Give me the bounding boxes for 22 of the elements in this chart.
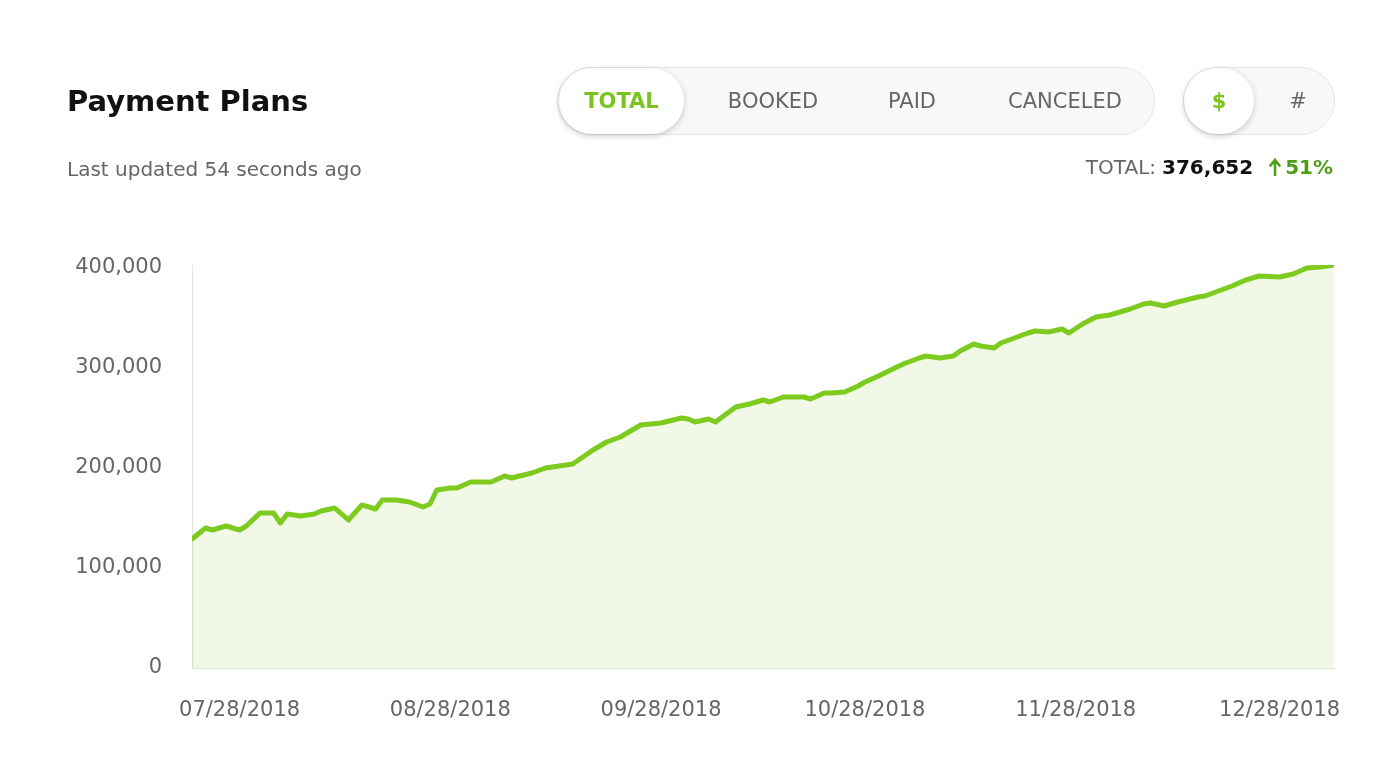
x-tick-label: 09/28/2018	[600, 697, 722, 722]
y-tick-label: 300,000	[75, 354, 162, 379]
text: 376,652	[1162, 155, 1254, 179]
y-tick-label: 400,000	[75, 254, 162, 279]
x-tick-label: 10/28/2018	[804, 697, 926, 722]
x-tick-label: 11/28/2018	[1015, 697, 1137, 722]
y-tick-label: 100,000	[75, 554, 162, 579]
chart-title: Payment Plans	[67, 83, 309, 120]
tab: BOOKED	[708, 68, 838, 134]
toggle-option: #	[1268, 68, 1328, 134]
y-tick-label: 0	[148, 654, 162, 679]
selected-toggle-option: $	[1184, 68, 1254, 134]
y-tick-label: 200,000	[75, 454, 162, 479]
tab: PAID	[862, 68, 962, 134]
selected-tab: TOTAL	[559, 68, 684, 134]
chart-subtitle: Last updated 54 seconds ago	[67, 156, 362, 183]
text: 51%	[1285, 155, 1333, 179]
text: TOTAL:	[1085, 155, 1157, 179]
x-tick-label: 08/28/2018	[389, 697, 511, 722]
tab: CANCELED	[980, 68, 1150, 134]
x-tick-label: 12/28/2018	[1219, 697, 1341, 722]
x-tick-label: 07/28/2018	[179, 697, 301, 722]
